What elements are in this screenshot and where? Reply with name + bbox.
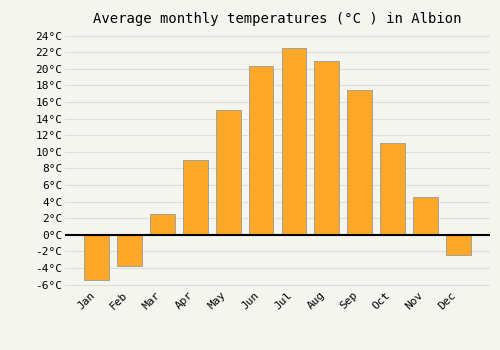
Bar [150, 214, 174, 235]
Bar [314, 61, 339, 235]
Bar [282, 48, 306, 235]
Bar [413, 197, 438, 235]
Bar [348, 90, 372, 235]
Bar [84, 235, 109, 280]
Bar [117, 235, 142, 266]
Bar [248, 66, 274, 235]
Bar [183, 160, 208, 235]
Bar [446, 235, 470, 256]
Title: Average monthly temperatures (°C ) in Albion: Average monthly temperatures (°C ) in Al… [93, 12, 462, 26]
Bar [216, 110, 240, 235]
Bar [380, 144, 405, 235]
